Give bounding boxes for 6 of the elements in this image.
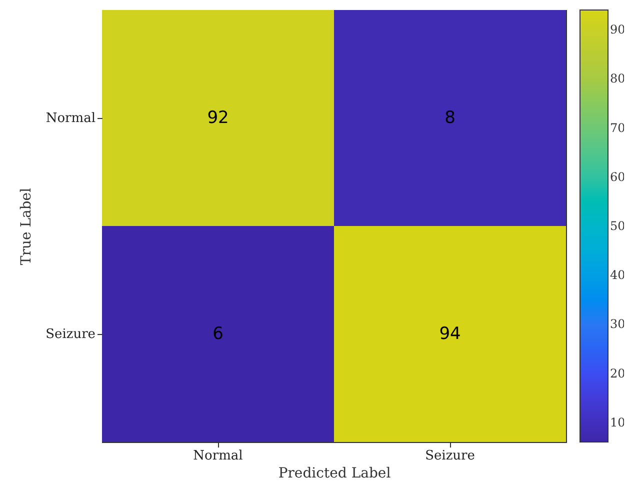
data-label: 94 [439, 324, 461, 344]
data-label: 92 [207, 108, 229, 128]
x-axis-title: Predicted Label [278, 466, 392, 482]
data-label: 8 [444, 108, 456, 128]
y-axis-title: True Label [18, 187, 35, 266]
data-label: 6 [212, 324, 224, 344]
